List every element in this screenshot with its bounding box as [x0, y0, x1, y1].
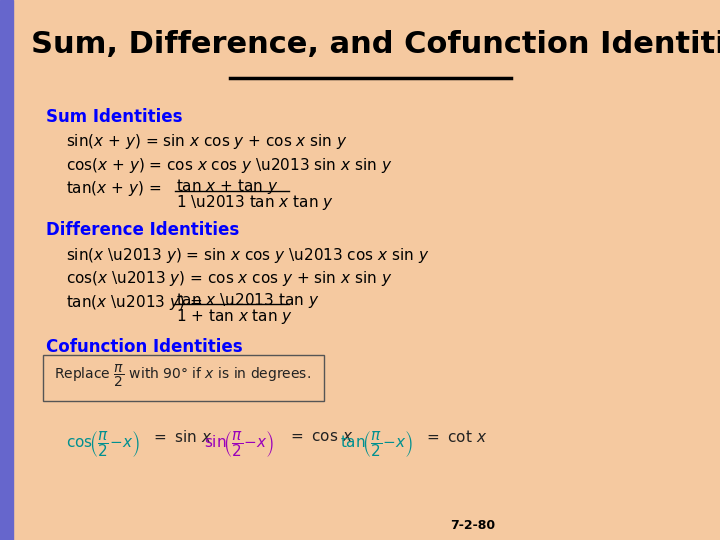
Text: Sum, Difference, and Cofunction Identities: Sum, Difference, and Cofunction Identiti… — [31, 30, 720, 59]
Text: 7-2-80: 7-2-80 — [451, 519, 495, 532]
Text: tan($x$ \u2013 $y$) =: tan($x$ \u2013 $y$) = — [66, 293, 202, 312]
Text: Difference Identities: Difference Identities — [46, 221, 239, 239]
Text: tan $x$ \u2013 tan $y$: tan $x$ \u2013 tan $y$ — [176, 291, 320, 309]
Text: cos$\!\left(\dfrac{\pi}{2}\!-\!x\right)$: cos$\!\left(\dfrac{\pi}{2}\!-\!x\right)$ — [66, 429, 140, 460]
Text: tan($x$ + $y$) =: tan($x$ + $y$) = — [66, 179, 162, 198]
Text: Sum Identities: Sum Identities — [46, 108, 182, 126]
Text: tan $x$ + tan $y$: tan $x$ + tan $y$ — [176, 177, 279, 196]
Text: $=$ sin $x$: $=$ sin $x$ — [150, 429, 212, 445]
Text: 1 \u2013 tan $x$ tan $y$: 1 \u2013 tan $x$ tan $y$ — [176, 193, 334, 212]
Text: cos($x$ \u2013 $y$) = cos $x$ cos $y$ + sin $x$ sin $y$: cos($x$ \u2013 $y$) = cos $x$ cos $y$ + … — [66, 269, 392, 288]
Text: $=$ cot $x$: $=$ cot $x$ — [424, 429, 487, 445]
Text: sin($x$ + $y$) = sin $x$ cos $y$ + cos $x$ sin $y$: sin($x$ + $y$) = sin $x$ cos $y$ + cos $… — [66, 132, 348, 151]
Text: cos($x$ + $y$) = cos $x$ cos $y$ \u2013 sin $x$ sin $y$: cos($x$ + $y$) = cos $x$ cos $y$ \u2013 … — [66, 156, 392, 174]
Text: Cofunction Identities: Cofunction Identities — [46, 338, 243, 355]
Text: 1 + tan $x$ tan $y$: 1 + tan $x$ tan $y$ — [176, 307, 293, 326]
Text: Replace $\dfrac{\pi}{2}$ with 90° if $x$ is in degrees.: Replace $\dfrac{\pi}{2}$ with 90° if $x$… — [54, 363, 311, 389]
Text: sin$\!\left(\dfrac{\pi}{2}\!-\!x\right)$: sin$\!\left(\dfrac{\pi}{2}\!-\!x\right)$ — [204, 429, 275, 460]
Text: $=$ cos $x$: $=$ cos $x$ — [287, 429, 353, 444]
Text: sin($x$ \u2013 $y$) = sin $x$ cos $y$ \u2013 cos $x$ sin $y$: sin($x$ \u2013 $y$) = sin $x$ cos $y$ \u… — [66, 246, 430, 265]
Text: tan$\!\left(\dfrac{\pi}{2}\!-\!x\right)$: tan$\!\left(\dfrac{\pi}{2}\!-\!x\right)$ — [340, 429, 413, 460]
